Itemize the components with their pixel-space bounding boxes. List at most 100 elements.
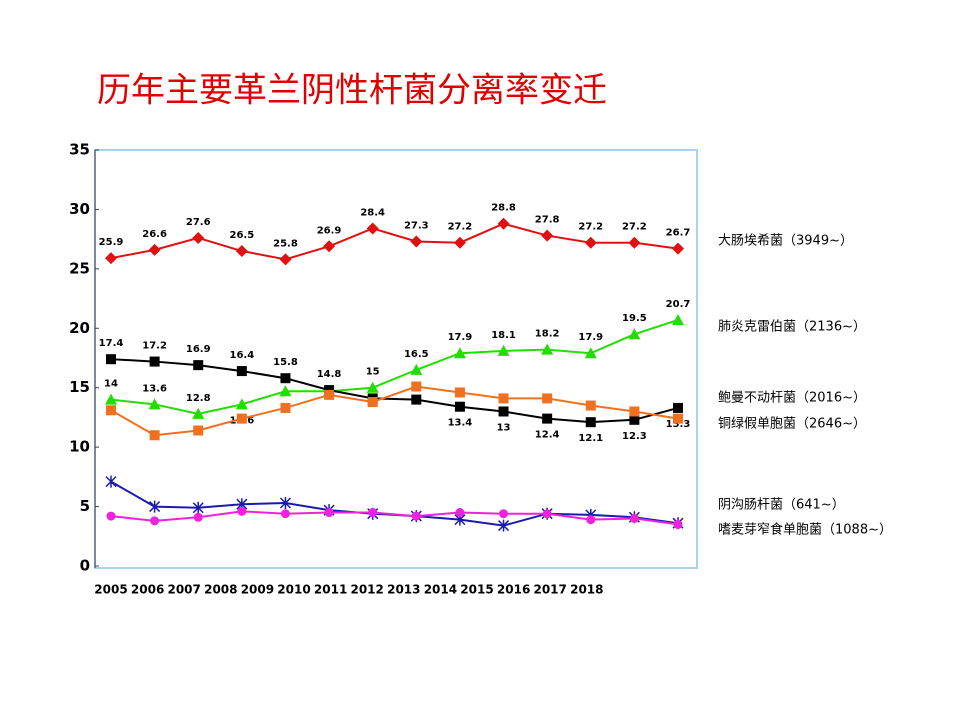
marker — [235, 245, 248, 258]
marker — [498, 406, 509, 417]
value-label: 25.9 — [99, 237, 124, 248]
marker — [192, 231, 205, 244]
value-label: 17.2 — [142, 341, 167, 352]
marker — [367, 396, 378, 407]
marker — [498, 393, 509, 404]
value-label: 14.8 — [317, 369, 342, 380]
marker — [410, 235, 423, 248]
value-label: 27.8 — [535, 215, 560, 226]
marker — [410, 363, 423, 375]
marker — [280, 373, 291, 384]
y-tick-label: 20 — [69, 319, 90, 337]
marker — [629, 513, 639, 523]
marker — [149, 430, 160, 441]
chart-title: 历年主要革兰阴性杆菌分离率变迁 — [97, 71, 607, 111]
value-label: 27.6 — [186, 217, 211, 228]
marker — [192, 407, 205, 419]
marker — [148, 243, 161, 256]
marker — [497, 344, 510, 356]
legend-label: 铜绿假单胞菌（2646~） — [718, 417, 866, 432]
marker — [411, 381, 422, 392]
marker — [106, 405, 116, 416]
marker — [279, 385, 292, 397]
marker — [324, 389, 335, 400]
series-line — [110, 385, 679, 437]
marker — [541, 343, 554, 355]
marker — [106, 511, 116, 521]
marker — [454, 401, 465, 412]
marker — [149, 500, 161, 513]
value-label: 28.8 — [491, 203, 516, 214]
x-tick-label: 2013 — [387, 583, 420, 597]
legend-label: 阴沟肠杆菌（641~） — [718, 498, 845, 513]
marker — [411, 511, 421, 521]
series-line — [110, 358, 679, 424]
y-tick-label: 25 — [69, 259, 90, 277]
x-tick-label: 2009 — [241, 583, 274, 597]
value-label: 26.5 — [230, 230, 255, 241]
marker — [193, 360, 204, 371]
series-line — [110, 510, 679, 526]
marker — [366, 222, 379, 235]
value-label: 15.8 — [273, 357, 298, 368]
marker — [628, 236, 641, 249]
value-label: 25.8 — [273, 238, 298, 249]
marker — [541, 229, 554, 242]
marker — [105, 475, 117, 488]
marker — [584, 347, 597, 359]
y-tick-label: 0 — [80, 557, 90, 575]
value-label: 27.2 — [578, 222, 603, 233]
marker — [542, 393, 553, 404]
value-label: 17.9 — [578, 332, 603, 343]
x-tick-label: 2011 — [314, 583, 347, 597]
marker — [585, 400, 596, 411]
marker — [106, 354, 116, 365]
plot-frame — [94, 149, 698, 569]
marker — [236, 366, 247, 377]
marker — [455, 508, 465, 518]
marker — [192, 501, 204, 514]
marker — [629, 406, 640, 417]
marker — [628, 328, 641, 340]
legend-label: 鲍曼不动杆菌（2016~） — [718, 391, 866, 406]
value-label: 18.2 — [535, 329, 560, 340]
legend-label: 嗜麦芽窄食单胞菌（1088~） — [718, 522, 892, 538]
marker — [280, 509, 290, 519]
value-label: 17.9 — [448, 332, 473, 343]
marker — [673, 519, 683, 529]
marker — [453, 236, 466, 249]
x-tick-label: 2010 — [277, 583, 310, 597]
value-label: 15 — [366, 367, 380, 378]
value-label: 27.3 — [404, 221, 429, 232]
value-label: 16.9 — [186, 344, 211, 355]
marker — [498, 519, 510, 532]
value-label: 27.2 — [448, 222, 473, 233]
marker — [673, 402, 683, 413]
value-label: 12.3 — [622, 431, 647, 442]
marker — [149, 356, 160, 367]
marker — [150, 516, 160, 526]
marker — [324, 508, 334, 518]
marker — [236, 413, 247, 424]
value-label: 26.9 — [317, 225, 342, 236]
x-tick-label: 2008 — [204, 583, 237, 597]
marker — [148, 398, 161, 410]
value-label: 13.4 — [448, 418, 473, 429]
x-tick-label: 2005 — [94, 583, 127, 597]
marker — [497, 217, 510, 230]
x-tick-label: 2018 — [570, 583, 603, 597]
value-label: 16.5 — [404, 349, 429, 360]
x-tick-label: 2014 — [424, 583, 457, 597]
marker — [586, 515, 596, 525]
legend-label: 肺炎克雷伯菌（2136~） — [718, 320, 866, 335]
x-tick-label: 2017 — [533, 583, 566, 597]
value-label: 16.4 — [230, 350, 255, 361]
value-label: 12.1 — [578, 433, 603, 444]
value-label: 20.7 — [666, 299, 691, 310]
value-label: 12.8 — [186, 393, 211, 404]
marker — [584, 236, 597, 249]
marker — [411, 394, 422, 405]
x-tick-label: 2012 — [350, 583, 383, 597]
